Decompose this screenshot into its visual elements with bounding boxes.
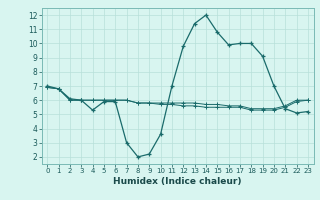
X-axis label: Humidex (Indice chaleur): Humidex (Indice chaleur) <box>113 177 242 186</box>
